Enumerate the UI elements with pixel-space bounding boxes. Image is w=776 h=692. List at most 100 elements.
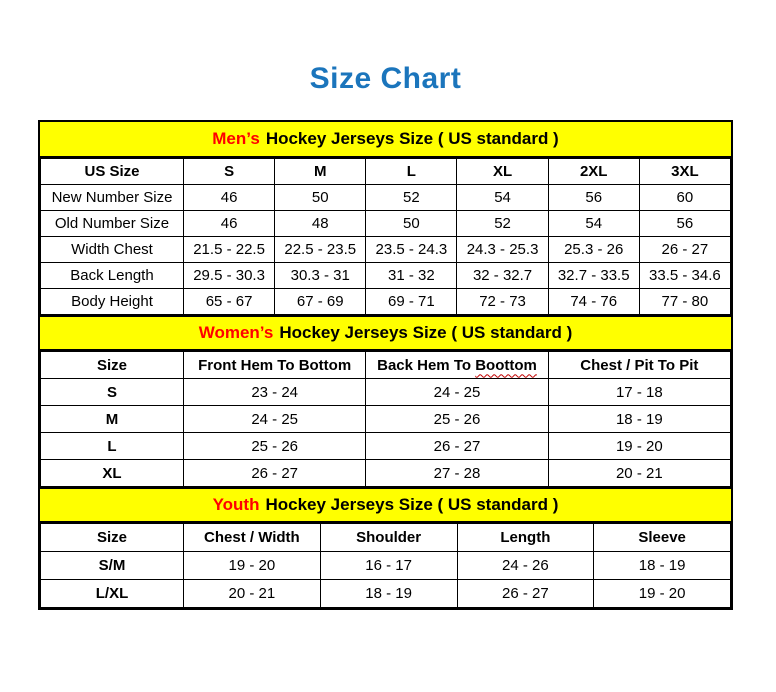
size-value-cell: 23 - 24 (182, 378, 367, 406)
section-header-highlight: Youth (212, 495, 260, 514)
size-value-cell: 24 - 25 (182, 405, 367, 433)
section-header-text: Hockey Jerseys Size ( US standard ) (265, 129, 559, 148)
row-label: L/XL (40, 579, 184, 608)
section-header-text: Hockey Jerseys Size ( US standard ) (279, 323, 573, 342)
size-value-cell: 18 - 19 (547, 405, 732, 433)
size-value-cell: 54 (547, 210, 640, 237)
size-value-cell: 23.5 - 24.3 (365, 236, 458, 263)
column-header: US Size (40, 158, 184, 185)
size-value-cell: 48 (274, 210, 367, 237)
table-row: New Number Size 46 50 52 54 56 60 (40, 184, 732, 211)
section-header-text: Hockey Jerseys Size ( US standard ) (265, 495, 559, 514)
size-value-cell: 25.3 - 26 (547, 236, 640, 263)
column-header: Front Hem To Bottom (182, 351, 367, 379)
size-value-cell: 31 - 32 (365, 262, 458, 289)
size-value-cell: 33.5 - 34.6 (638, 262, 732, 289)
page-title: Size Chart (309, 62, 462, 95)
size-value-cell: 25 - 26 (182, 432, 367, 460)
section-header-mens: Men’s Hockey Jerseys Size ( US standard … (40, 122, 731, 158)
size-value-cell: 56 (638, 210, 732, 237)
column-header: Size (40, 523, 184, 552)
size-value-cell: 29.5 - 30.3 (182, 262, 276, 289)
size-value-cell: 67 - 69 (274, 288, 367, 315)
header-row: Size Chest / Width Shoulder Length Sleeve (40, 523, 731, 552)
size-value-cell: 27 - 28 (365, 459, 549, 487)
column-header: Length (456, 523, 595, 552)
size-value-cell: 56 (547, 184, 640, 211)
size-value-cell: 60 (638, 184, 732, 211)
section-youth: Youth Hockey Jerseys Size ( US standard … (40, 487, 731, 608)
size-value-cell: 30.3 - 31 (274, 262, 367, 289)
womens-size-table: Size Front Hem To Bottom Back Hem To Boott… (40, 351, 732, 487)
section-mens: Men’s Hockey Jerseys Size ( US standard … (40, 122, 732, 315)
column-header: S (182, 158, 276, 185)
row-label: Body Height (40, 288, 184, 315)
column-header: 2XL (547, 158, 640, 185)
size-value-cell: 19 - 20 (183, 551, 321, 580)
table-row: Back Length 29.5 - 30.3 30.3 - 31 31 - 32 32… (40, 262, 732, 289)
size-value-cell: 18 - 19 (593, 551, 731, 580)
size-value-cell: 72 - 73 (456, 288, 549, 315)
size-value-cell: 46 (182, 184, 276, 211)
column-header: Size (40, 351, 184, 379)
table-row: Width Chest 21.5 - 22.5 22.5 - 23.5 23.5 - … (40, 236, 732, 263)
row-label: XL (40, 459, 184, 487)
size-value-cell: 26 - 27 (182, 459, 367, 487)
size-value-cell: 32 - 32.7 (456, 262, 549, 289)
size-value-cell: 18 - 19 (319, 579, 458, 608)
size-value-cell: 50 (274, 184, 367, 211)
column-header: XL (456, 158, 549, 185)
section-header-youth: Youth Hockey Jerseys Size ( US standard … (40, 487, 731, 523)
header-row: US Size S M L XL 2XL 3XL (40, 158, 732, 185)
table-row: M 24 - 25 25 - 26 18 - 19 (40, 405, 732, 433)
size-value-cell: 19 - 20 (593, 579, 731, 608)
row-label: Old Number Size (40, 210, 184, 237)
column-header: Chest / Pit To Pit (547, 351, 732, 379)
size-value-cell: 32.7 - 33.5 (547, 262, 640, 289)
row-label: Width Chest (40, 236, 184, 263)
size-value-cell: 22.5 - 23.5 (274, 236, 367, 263)
size-value-cell: 52 (456, 210, 549, 237)
youth-size-table: Size Chest / Width Shoulder Length Sleeve S/M… (40, 523, 731, 608)
size-value-cell: 65 - 67 (182, 288, 276, 315)
size-value-cell: 20 - 21 (183, 579, 321, 608)
mens-size-table: US Size S M L XL 2XL 3XL New Number Size 46 50 52 5… (40, 158, 732, 315)
size-value-cell: 46 (182, 210, 276, 237)
row-label: L (40, 432, 184, 460)
row-label: Back Length (40, 262, 184, 289)
section-header-highlight: Women’s (198, 323, 274, 342)
size-value-cell: 52 (365, 184, 458, 211)
table-row: L/XL 20 - 21 18 - 19 26 - 27 19 - 20 (40, 579, 731, 608)
row-label: S (40, 378, 184, 406)
column-header: Chest / Width (183, 523, 321, 552)
column-header: L (365, 158, 458, 185)
section-header-highlight: Men’s (212, 129, 260, 148)
table-row: XL 26 - 27 27 - 28 20 - 21 (40, 459, 732, 487)
size-value-cell: 24.3 - 25.3 (456, 236, 549, 263)
size-value-cell: 74 - 76 (547, 288, 640, 315)
header-row: Size Front Hem To Bottom Back Hem To Boott… (40, 351, 732, 379)
table-row: Old Number Size 46 48 50 52 54 56 (40, 210, 732, 237)
size-value-cell: 19 - 20 (547, 432, 732, 460)
column-header: Sleeve (593, 523, 731, 552)
column-header: 3XL (638, 158, 732, 185)
column-header: M (274, 158, 367, 185)
size-value-cell: 17 - 18 (547, 378, 732, 406)
size-value-cell: 77 - 80 (638, 288, 732, 315)
table-row: S/M 19 - 20 16 - 17 24 - 26 18 - 19 (40, 551, 731, 580)
size-value-cell: 69 - 71 (365, 288, 458, 315)
column-header: Shoulder (319, 523, 458, 552)
misspelled-word: Boottom (475, 356, 537, 374)
size-chart-tables: Men’s Hockey Jerseys Size ( US standard … (38, 120, 733, 610)
size-value-cell: 26 - 27 (456, 579, 595, 608)
table-row: Body Height 65 - 67 67 - 69 69 - 71 72 - 73 7… (40, 288, 732, 315)
row-label: New Number Size (40, 184, 184, 211)
size-value-cell: 25 - 26 (365, 405, 549, 433)
size-value-cell: 24 - 26 (456, 551, 595, 580)
size-value-cell: 16 - 17 (319, 551, 458, 580)
section-womens: Women’s Hockey Jerseys Size ( US standar… (40, 315, 732, 487)
size-value-cell: 26 - 27 (365, 432, 549, 460)
size-value-cell: 26 - 27 (638, 236, 732, 263)
size-value-cell: 20 - 21 (547, 459, 732, 487)
